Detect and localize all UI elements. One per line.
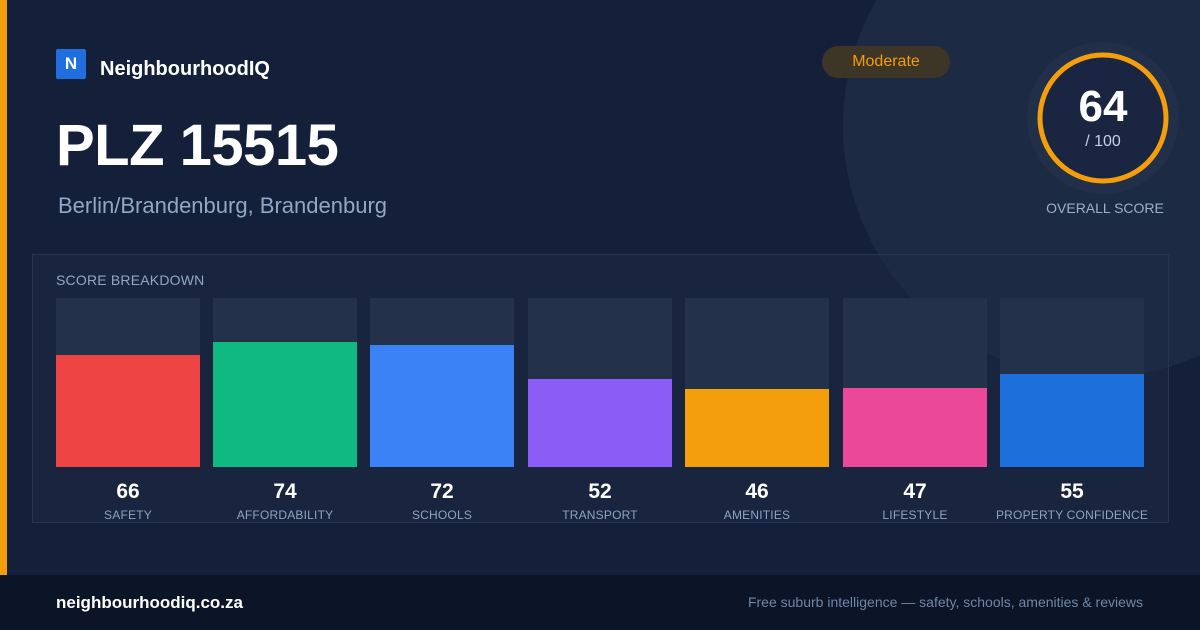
bar-label-schools: SCHOOLS	[411, 508, 473, 522]
overall-score-max: / 100	[1085, 133, 1121, 150]
score-bar-safety: 66 SAFETY	[56, 298, 200, 522]
breakdown-title: SCORE BREAKDOWN	[56, 272, 205, 288]
score-bar-schools: 72 SCHOOLS	[370, 298, 514, 522]
bar-track	[370, 298, 514, 467]
bar-fill-affordability	[213, 342, 357, 467]
bar-fill-amenities	[685, 389, 829, 467]
bar-label-lifestyle: LIFESTYLE	[882, 508, 948, 522]
bar-track	[685, 298, 829, 467]
score-bar-transport: 52 TRANSPORT	[528, 298, 672, 522]
bar-value-transport: 52	[588, 480, 612, 503]
bar-fill-property-confidence	[1000, 374, 1144, 467]
score-bar-affordability: 74 AFFORDABILITY	[213, 298, 357, 522]
page-title: PLZ 15515	[56, 113, 339, 178]
brand-logo-icon: N	[56, 48, 86, 79]
footer-url: neighbourhoodiq.co.za	[56, 593, 243, 612]
rating-badge: Moderate	[822, 46, 950, 78]
bar-track	[1000, 298, 1144, 467]
bar-value-safety: 66	[116, 480, 140, 503]
score-bar-lifestyle: 47 LIFESTYLE	[843, 298, 987, 522]
accent-bar	[0, 0, 7, 575]
bar-fill-transport	[528, 379, 672, 467]
bar-track	[843, 298, 987, 467]
overall-score-value: 64	[1078, 82, 1128, 131]
bar-track	[528, 298, 672, 467]
bar-value-amenities: 46	[745, 480, 769, 503]
bar-label-transport: TRANSPORT	[562, 508, 638, 522]
score-bar-amenities: 46 AMENITIES	[685, 298, 829, 522]
footer-tagline: Free suburb intelligence — safety, schoo…	[747, 594, 1143, 610]
brand: N NeighbourhoodIQ	[56, 46, 270, 81]
bar-label-property-confidence: PROPERTY CONFIDENCE	[995, 508, 1149, 522]
footer: neighbourhoodiq.co.za Free suburb intell…	[0, 575, 1200, 630]
bar-value-affordability: 74	[273, 480, 297, 503]
bar-value-lifestyle: 47	[903, 480, 927, 503]
brand-name: NeighbourhoodIQ	[100, 58, 270, 80]
bar-label-amenities: AMENITIES	[723, 508, 791, 522]
bar-track	[56, 298, 200, 467]
score-ring-graphic	[1027, 42, 1179, 194]
bar-label-affordability: AFFORDABILITY	[236, 508, 334, 522]
bar-fill-lifestyle	[843, 388, 987, 467]
bar-value-schools: 72	[430, 480, 454, 503]
overall-score-ring: 64 / 100	[1027, 42, 1179, 194]
bar-fill-schools	[370, 345, 514, 467]
score-bar-property-confidence: 55 PROPERTY CONFIDENCE	[996, 298, 1148, 522]
location-subtitle: Berlin/Brandenburg, Brandenburg	[58, 193, 388, 218]
bar-fill-safety	[56, 355, 200, 467]
bar-label-safety: SAFETY	[104, 508, 152, 522]
bar-value-property-confidence: 55	[1060, 480, 1084, 503]
bar-track	[213, 298, 357, 467]
overall-score-label: OVERALL SCORE	[1046, 200, 1164, 216]
